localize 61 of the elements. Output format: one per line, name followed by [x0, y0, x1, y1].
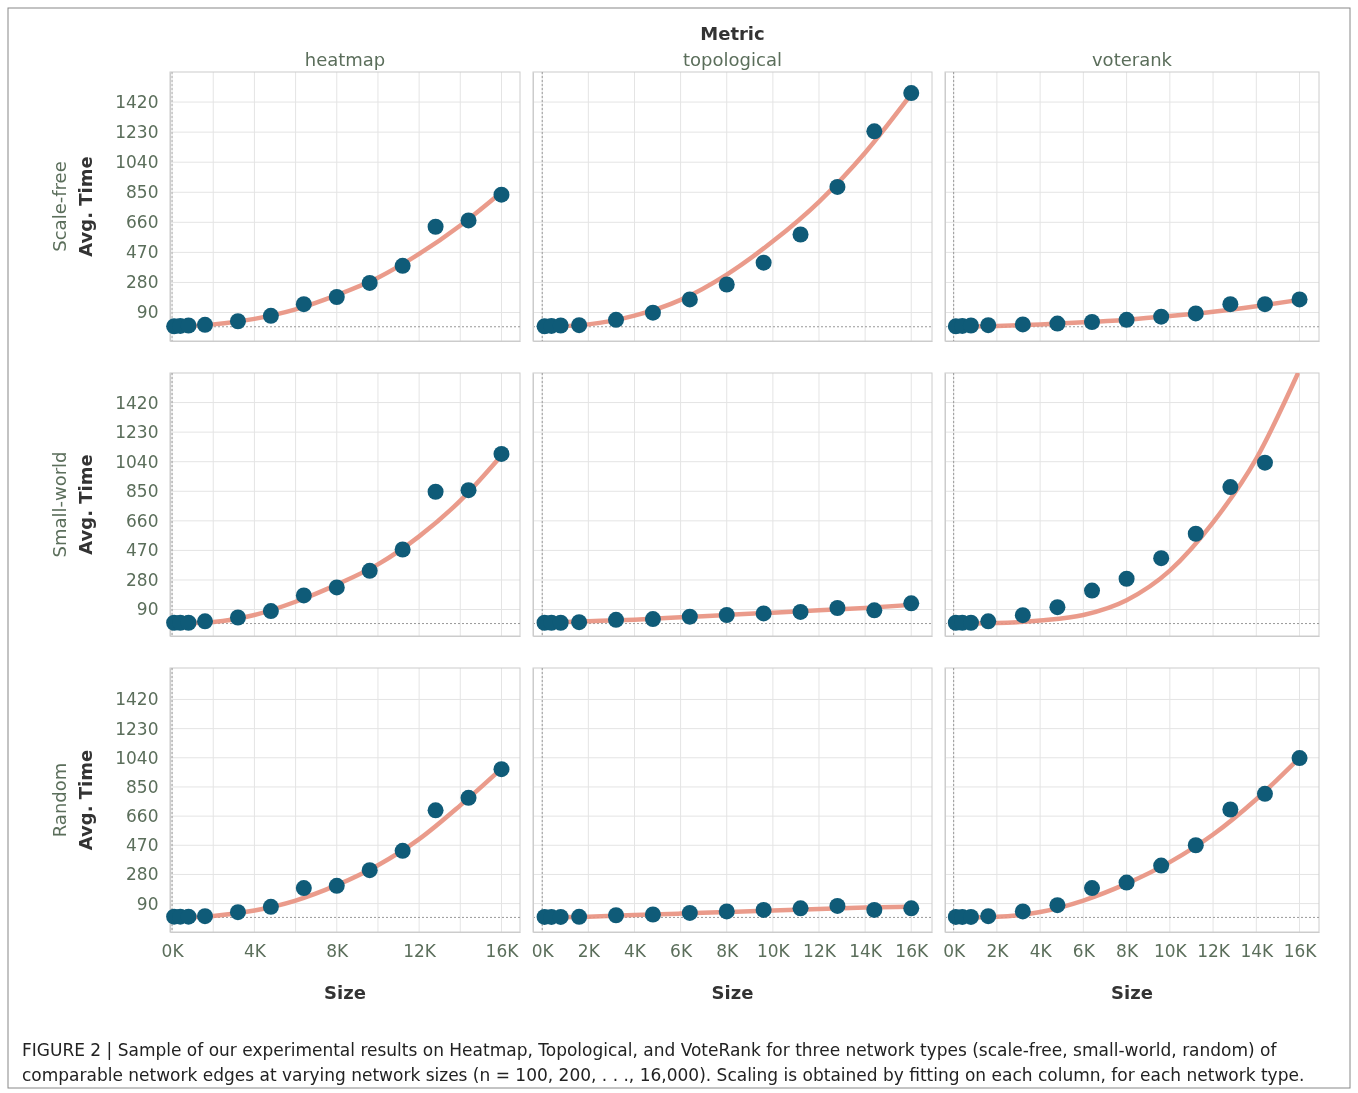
- chart-title: voterank: [1091, 49, 1173, 70]
- y-tick-label: 1230: [115, 422, 159, 443]
- x-tick-label: 8K: [326, 941, 350, 962]
- y-tick-label: 1420: [115, 392, 159, 413]
- x-tick-label: 14K: [1240, 941, 1275, 962]
- x-tick-label: 6K: [1072, 941, 1096, 962]
- x-tick-label: 14K: [849, 941, 883, 962]
- text: Metric: [700, 23, 765, 44]
- y-axis-title: Avg. Time: [75, 749, 96, 851]
- x-tick-label: 0K: [161, 941, 185, 962]
- x-tick-label: 12K: [803, 941, 837, 962]
- x-tick-label: 0K: [531, 941, 555, 962]
- x-tick-label: 2K: [577, 941, 601, 962]
- y-tick-label: 470: [126, 835, 159, 856]
- caption: FIGURE 2 | Sample of our experimental results on Heatmap, Topological, and VoteRank for three network types (scale-free, small-world, random) of comparable network edges at varying network sizes (n = 100, 200, . . ., 16,000). Scaling is obtained by fitting on each column, for each network type.: [22, 1040, 1305, 1085]
- y-tick-label: 1230: [115, 718, 159, 739]
- x-tick-label: 8K: [1116, 941, 1139, 962]
- x-tick-label: 16K: [485, 941, 520, 962]
- x-tick-label: 4K: [1029, 941, 1053, 962]
- y-tick-label: 1420: [115, 689, 159, 710]
- y-tick-label: 280: [126, 864, 159, 885]
- y-tick-label: 470: [126, 540, 159, 561]
- y-tick-label: 90: [136, 302, 159, 323]
- y-tick-label: 1040: [115, 152, 159, 173]
- x-tick-label: 10K: [756, 941, 791, 962]
- x-tick-label: 2K: [986, 941, 1010, 962]
- y-tick-label: 470: [126, 242, 159, 263]
- y-tick-label: 1420: [115, 92, 159, 112]
- x-tick-label: 4K: [243, 941, 267, 962]
- x-axis-title: Size: [1111, 982, 1153, 1003]
- x-tick-label: 16K: [1283, 941, 1318, 962]
- chart-title: heatmap: [304, 49, 386, 70]
- chart-title: topological: [683, 49, 782, 70]
- x-tick-label: 4K: [624, 941, 647, 962]
- text: Small-world: [49, 451, 70, 558]
- y-tick-label: 660: [126, 212, 159, 233]
- y-tick-label: 660: [126, 510, 159, 531]
- x-tick-label: 6K: [670, 941, 693, 962]
- y-tick-label: 1230: [115, 122, 159, 143]
- y-tick-label: 280: [126, 272, 159, 293]
- x-axis-title: Size: [711, 982, 754, 1003]
- text: Random: [49, 762, 70, 838]
- y-tick-label: 90: [136, 599, 159, 620]
- y-tick-label: 280: [126, 569, 159, 590]
- y-tick-label: 850: [126, 481, 159, 502]
- y-axis-title: Avg. Time: [75, 156, 96, 257]
- x-tick-label: 12K: [1197, 941, 1231, 962]
- x-axis-title: Size: [324, 982, 366, 1003]
- x-tick-label: 12K: [403, 941, 437, 962]
- y-tick-label: 850: [126, 776, 159, 797]
- y-tick-label: 1040: [115, 747, 159, 768]
- x-tick-label: 16K: [895, 941, 929, 962]
- x-tick-label: 8K: [716, 941, 740, 962]
- text: Scale-free: [49, 161, 70, 252]
- y-tick-label: 1040: [115, 451, 159, 472]
- y-tick-label: 850: [126, 182, 159, 203]
- y-tick-label: 660: [126, 806, 159, 827]
- y-axis-title: Avg. Time: [75, 454, 96, 555]
- x-tick-label: 0K: [943, 941, 966, 962]
- y-tick-label: 90: [136, 893, 159, 914]
- x-tick-label: 10K: [1153, 941, 1188, 962]
